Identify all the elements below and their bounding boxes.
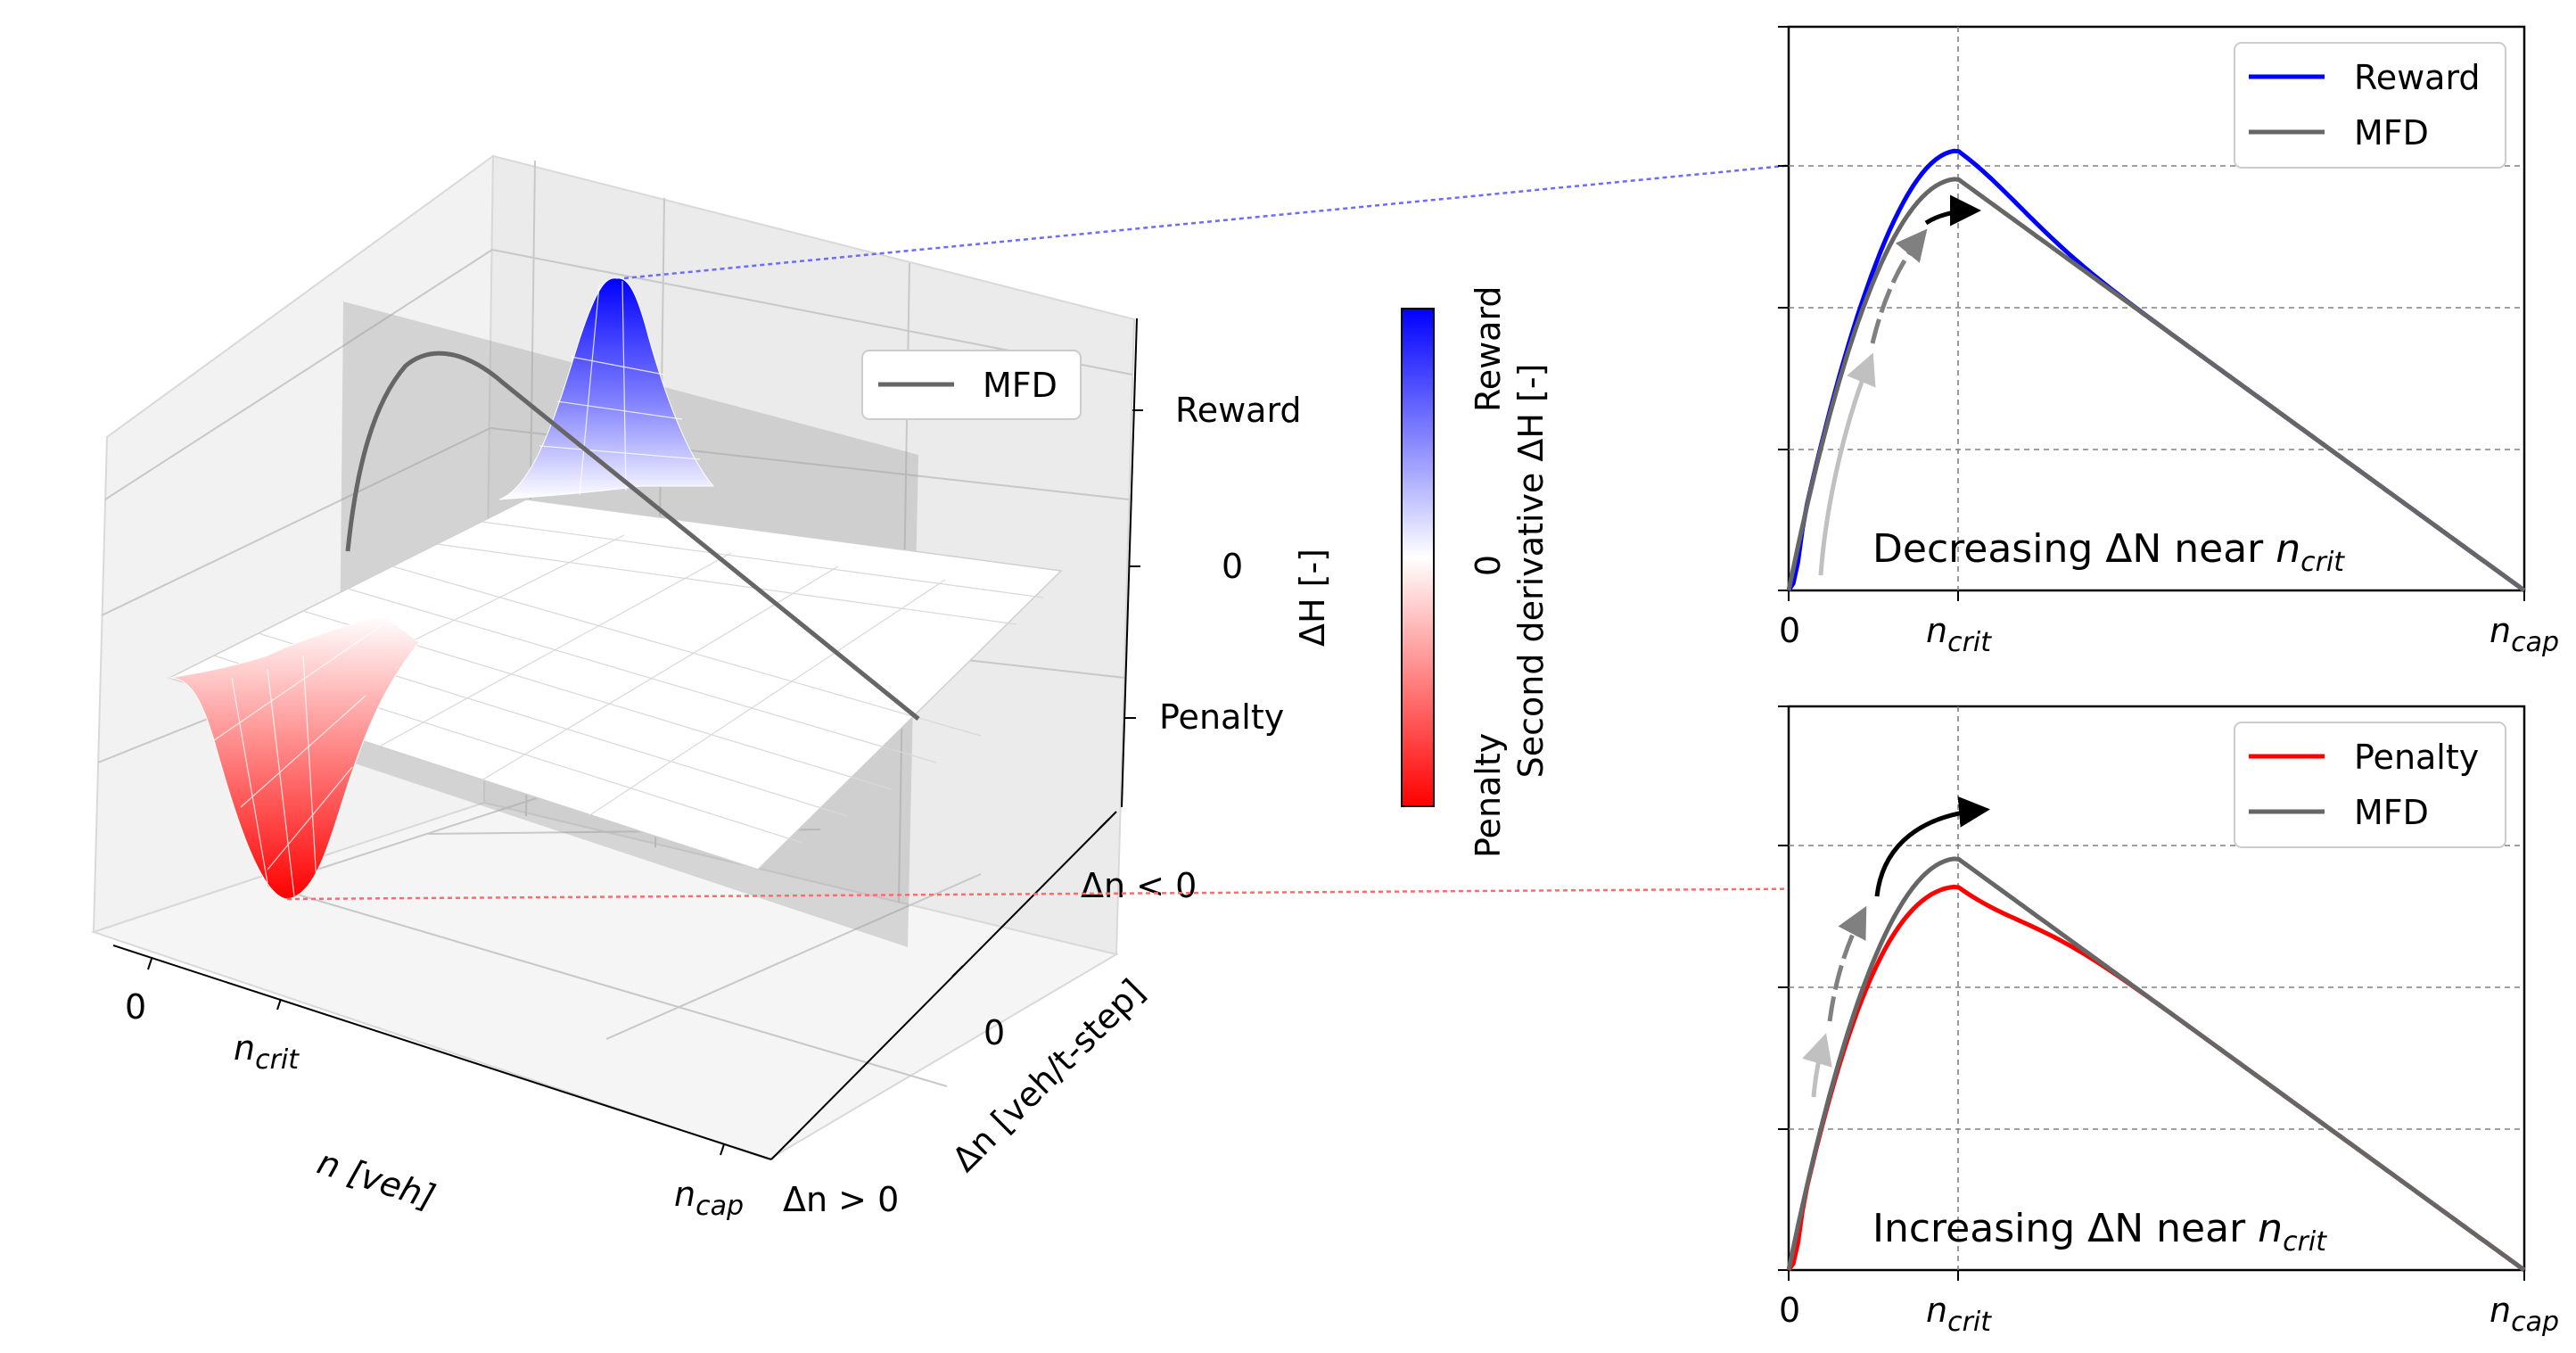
connector-reward: [623, 163, 1795, 280]
panel-bottom-ticks: [1778, 705, 2525, 1281]
legend-bottom-penalty: Penalty: [2354, 738, 2479, 777]
x-tick-zero: 0: [125, 987, 146, 1027]
x-axis-label: n [veh]: [313, 1143, 440, 1217]
bottom-x-cap: ncap: [2490, 1291, 2559, 1338]
y-tick-pos: Δn > 0: [783, 1180, 899, 1219]
arrow-bottom-gray: [1827, 905, 1867, 1022]
curve-bottom-mfd: [1786, 856, 2526, 1273]
annotation-top: Decreasing ΔN near ncrit: [1872, 526, 2345, 578]
panel-top: Reward MFD Decreasing ΔN near ncrit 0 nc…: [1778, 25, 2559, 658]
peak-mesh: [539, 280, 701, 496]
z-axis: Reward 0 Penalty ΔH [-]: [1121, 318, 1332, 808]
legend-bottom: Penalty MFD: [2234, 722, 2506, 848]
legend-top-reward: Reward: [2354, 58, 2481, 97]
top-x-zero: 0: [1779, 611, 1800, 650]
z-axis-label: ΔH [-]: [1293, 549, 1332, 647]
surface-sheet: [168, 499, 1063, 870]
colorbar-reward: Reward: [1469, 285, 1508, 412]
panel-top-ticks: [1778, 26, 2525, 601]
mfd-curve-3d: [345, 351, 920, 721]
colorbar: Second derivative ΔH [-] Reward 0 Penalt…: [1401, 285, 1551, 858]
legend-3d-mfd: MFD: [983, 366, 1058, 405]
bottom-x-zero: 0: [1779, 1291, 1800, 1330]
legend-top-mfd: MFD: [2354, 113, 2429, 153]
legend-3d: MFD: [861, 350, 1082, 420]
arrow-bottom-light: [1802, 1033, 1832, 1098]
z-tick-zero: 0: [1222, 547, 1243, 586]
bottom-x-crit: ncrit: [1926, 1291, 1992, 1338]
y-tick-zero: 0: [983, 1013, 1005, 1052]
top-x-crit: ncrit: [1926, 611, 1992, 658]
panel-bottom: Penalty MFD Increasing ΔN near ncrit 0 n…: [1778, 705, 2559, 1338]
penalty-valley: [169, 615, 420, 900]
z-tick-penalty: Penalty: [1159, 697, 1284, 737]
x-tick-crit: ncrit: [234, 1028, 300, 1076]
valley-mesh: [213, 623, 384, 897]
panel-3d: MFD Reward 0 Penalty ΔH [-] Δn < 0 0 Δn …: [90, 154, 1332, 1222]
arrow-top-black: [1924, 194, 1981, 227]
colorbar-penalty: Penalty: [1469, 733, 1508, 858]
legend-bottom-mfd: MFD: [2354, 793, 2429, 832]
legend-top: Reward MFD: [2234, 42, 2506, 169]
y-tick-neg: Δn < 0: [1081, 866, 1197, 905]
curve-top-mfd: [1786, 177, 2526, 593]
colorbar-gradient: [1401, 308, 1435, 807]
x-tick-cap: ncap: [674, 1175, 744, 1222]
colorbar-label: Second derivative ΔH [-]: [1511, 364, 1551, 779]
arrow-bottom-black: [1874, 796, 1990, 897]
arrow-top-light: [1818, 352, 1876, 576]
annotation-bottom: Increasing ΔN near ncrit: [1872, 1206, 2327, 1258]
z-tick-reward: Reward: [1175, 391, 1302, 430]
arrow-top-gray: [1870, 228, 1928, 344]
colorbar-zero: 0: [1469, 555, 1508, 576]
top-x-cap: ncap: [2490, 611, 2559, 658]
